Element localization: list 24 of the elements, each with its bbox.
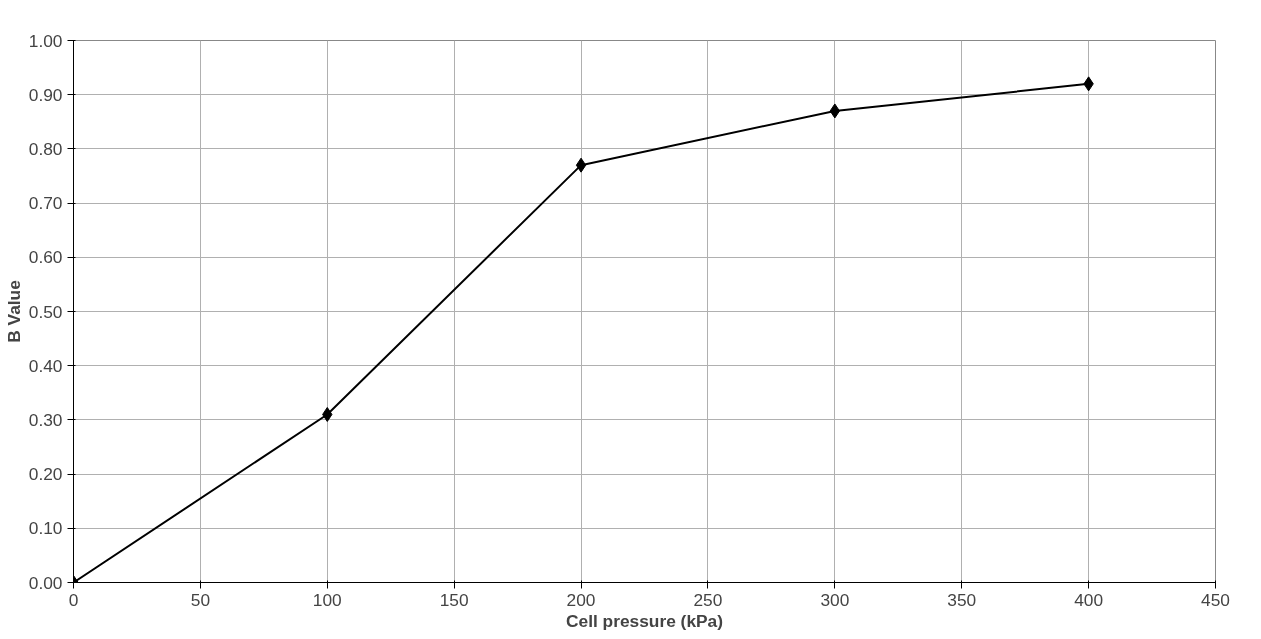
- x-tick-label: 50: [190, 589, 211, 610]
- x-tick-label: 150: [439, 589, 469, 610]
- x-tick-label: 100: [312, 589, 342, 610]
- y-tick-label: 0.50: [28, 301, 63, 322]
- y-tick-label: 0.90: [28, 84, 63, 105]
- y-axis-title: B Value: [3, 279, 24, 343]
- y-tick-label: 0.00: [28, 572, 63, 593]
- y-tick-label: 0.70: [28, 193, 63, 214]
- x-tick-label: 450: [1201, 589, 1230, 610]
- y-tick-label: 0.30: [28, 409, 63, 430]
- y-tick-label: 1.00: [28, 30, 63, 51]
- x-tick-label: 300: [820, 589, 850, 610]
- x-tick-label: 0: [68, 589, 79, 610]
- x-tick-label: 350: [947, 589, 977, 610]
- y-tick-label: 0.10: [28, 518, 63, 539]
- x-tick-label: 200: [566, 589, 596, 610]
- x-axis-title: Cell pressure (kPa): [566, 610, 724, 631]
- x-tick-label: 250: [693, 589, 723, 610]
- point: [575, 157, 587, 173]
- y-tick-label: 0.20: [28, 464, 63, 485]
- y-tick-label: 0.80: [28, 138, 63, 159]
- y-tick-label: 0.40: [28, 355, 63, 376]
- y-tick-label: 0.60: [28, 247, 63, 268]
- x-tick-label: 400: [1074, 589, 1104, 610]
